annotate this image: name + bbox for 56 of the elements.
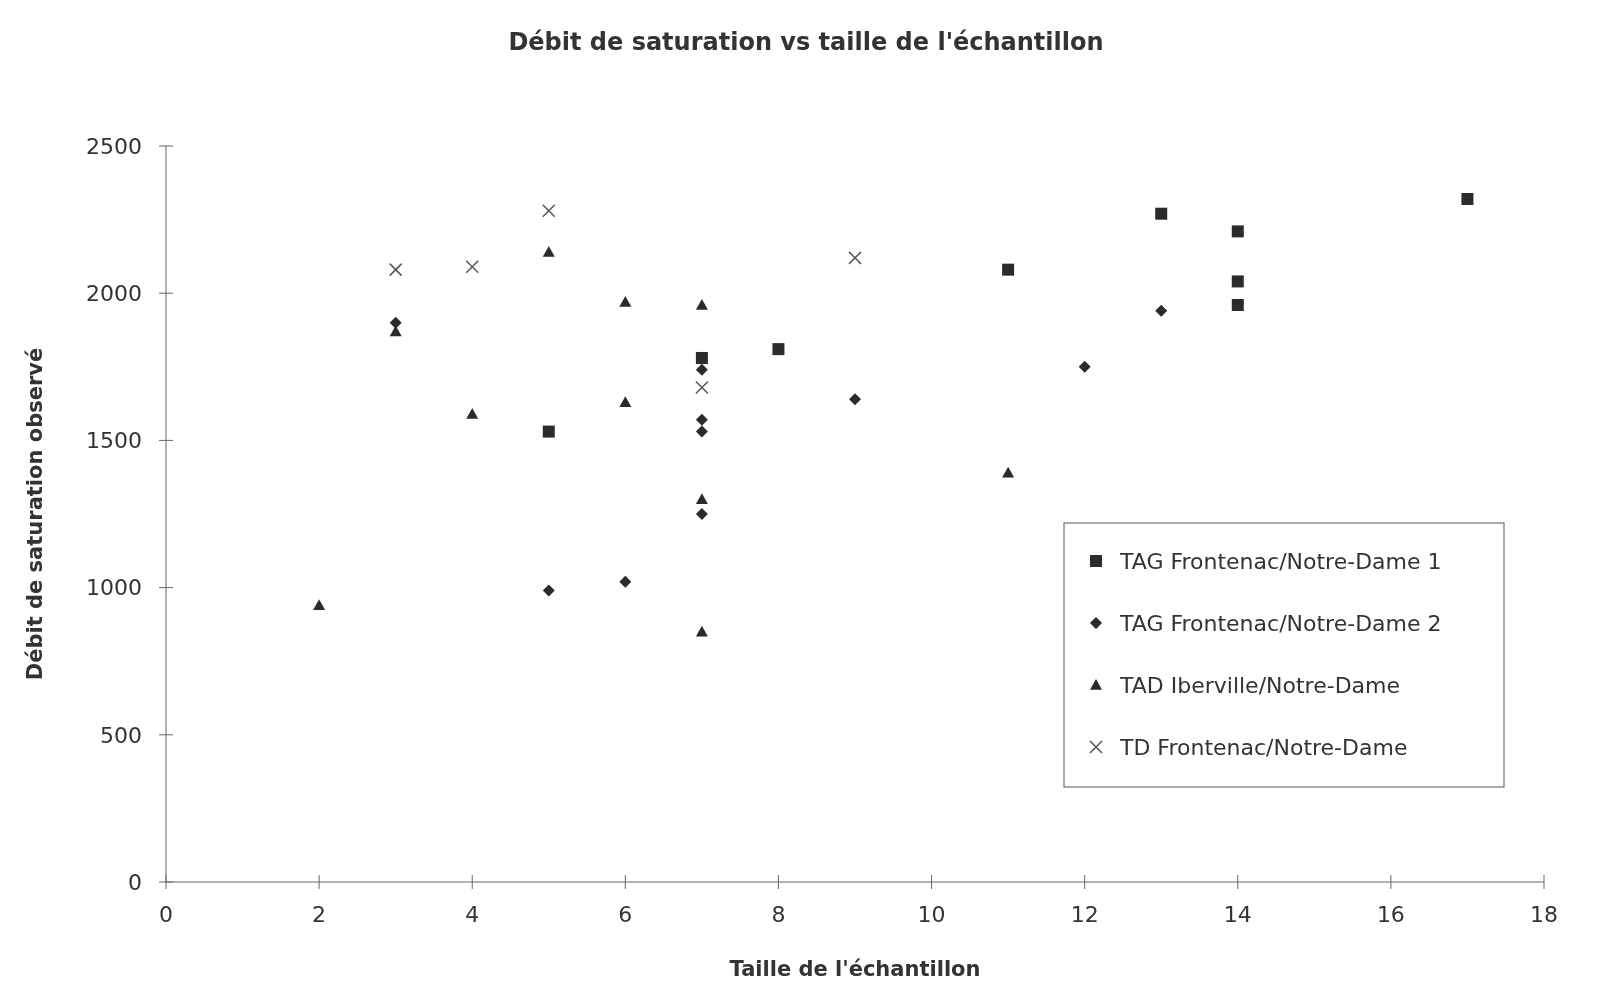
x-tick-label: 12: [1070, 902, 1099, 927]
point: [695, 363, 708, 376]
y-tick-label: 2000: [86, 280, 142, 306]
y-axis-title: Débit de saturation observé: [23, 347, 47, 681]
point: [1002, 466, 1015, 478]
y-tick-label: 2500: [86, 133, 142, 159]
point: [1155, 304, 1168, 317]
point: [388, 262, 403, 277]
point: [695, 425, 708, 438]
point: [542, 245, 555, 257]
point: [848, 251, 862, 265]
y-tick-label: 0: [128, 869, 142, 895]
point: [695, 413, 708, 426]
point: [695, 508, 708, 520]
x-axis-title: Taille de l'échantillon: [729, 957, 981, 981]
x-tick-label: 2: [312, 902, 327, 927]
x-tick-label: 6: [618, 902, 633, 927]
x-tick-label: 8: [771, 902, 786, 927]
point: [1461, 192, 1474, 205]
chart-title: Débit de saturation vs taille de l'échantillon: [508, 28, 1104, 56]
x-tick-label: 18: [1530, 902, 1558, 927]
point: [1078, 360, 1091, 373]
point: [695, 351, 708, 364]
point: [465, 259, 479, 274]
point: [695, 298, 708, 310]
point: [1002, 263, 1015, 276]
point: [695, 493, 708, 505]
legend-label: TD Frontenac/Notre-Dame: [1119, 734, 1408, 760]
point: [695, 380, 709, 395]
legend-label: TAG Frontenac/Notre-Dame 2: [1119, 610, 1442, 636]
point: [1155, 207, 1168, 220]
y-tick-label: 1500: [86, 428, 142, 454]
point: [619, 396, 632, 407]
point: [1231, 225, 1244, 238]
x-tick-label: 4: [465, 902, 480, 927]
point: [466, 407, 479, 419]
point: [542, 584, 555, 597]
point: [542, 204, 556, 218]
legend-label: TAG Frontenac/Notre-Dame 1: [1119, 548, 1442, 574]
point: [313, 599, 326, 611]
point: [772, 343, 785, 356]
point: [695, 625, 708, 637]
x-tick-label: 0: [159, 902, 173, 927]
legend-label: TAD Iberville/Notre-Dame: [1119, 672, 1401, 698]
point: [1231, 275, 1244, 288]
point: [389, 316, 402, 329]
x-tick-label: 10: [917, 902, 946, 927]
point: [619, 575, 632, 588]
point: [1231, 298, 1244, 311]
x-tick-label: 16: [1376, 902, 1405, 927]
point: [849, 393, 861, 406]
point: [619, 296, 632, 307]
y-tick-label: 1000: [86, 575, 142, 601]
x-tick-label: 14: [1223, 902, 1252, 927]
y-tick-label: 500: [100, 722, 142, 748]
point: [542, 425, 555, 438]
